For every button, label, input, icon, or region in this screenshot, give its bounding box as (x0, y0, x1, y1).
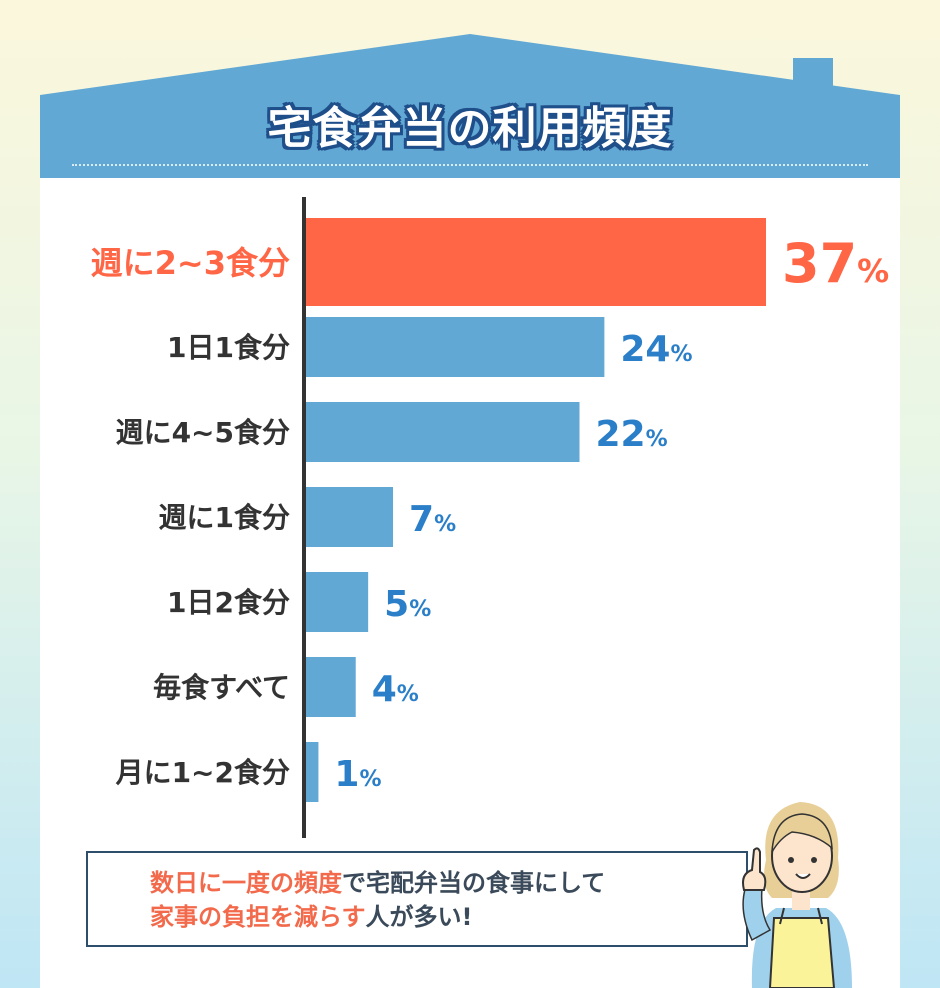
category-label-3: 週に1食分 (159, 501, 290, 534)
note-text: 数日に一度の頻度で宅配弁当の食事にして 家事の負担を減らす人が多い! (150, 866, 750, 934)
note-box (86, 851, 748, 947)
bar-1 (306, 317, 605, 377)
value-label-0: 37% (782, 232, 889, 295)
note-highlight-1: 数日に一度の頻度 (150, 869, 342, 897)
category-label-5: 毎食すべて (153, 671, 290, 704)
note-line-1: 数日に一度の頻度で宅配弁当の食事にして (150, 866, 750, 900)
note-text-1: で宅配弁当の食事にして (342, 869, 606, 897)
woman-pointing-icon (742, 802, 852, 988)
category-label-2: 週に4~5食分 (116, 416, 290, 449)
bar-0 (306, 218, 766, 306)
bar-2 (306, 402, 580, 462)
chart-title: 宅食弁当の利用頻度 (267, 103, 673, 154)
category-label-0: 週に2~3食分 (91, 244, 290, 282)
value-label-6: 1% (334, 754, 381, 795)
value-label-3: 7% (409, 499, 456, 540)
bar-5 (306, 657, 356, 717)
house-roof (40, 34, 900, 180)
value-label-5: 4% (372, 669, 419, 710)
divider (72, 164, 868, 166)
category-label-6: 月に1~2食分 (115, 756, 290, 789)
value-label-2: 22% (596, 414, 668, 455)
note-text-2: 人が多い! (365, 903, 473, 931)
roof-shape (40, 34, 900, 180)
note-highlight-2: 家事の負担を減らす (150, 903, 366, 931)
category-label-4: 1日2食分 (167, 586, 290, 619)
category-label-1: 1日1食分 (167, 331, 290, 364)
bar-4 (306, 572, 369, 632)
bar-6 (306, 742, 319, 802)
note-line-2: 家事の負担を減らす人が多い! (150, 900, 750, 934)
value-label-1: 24% (620, 329, 692, 370)
bar-3 (306, 487, 394, 547)
value-label-4: 5% (384, 584, 431, 625)
